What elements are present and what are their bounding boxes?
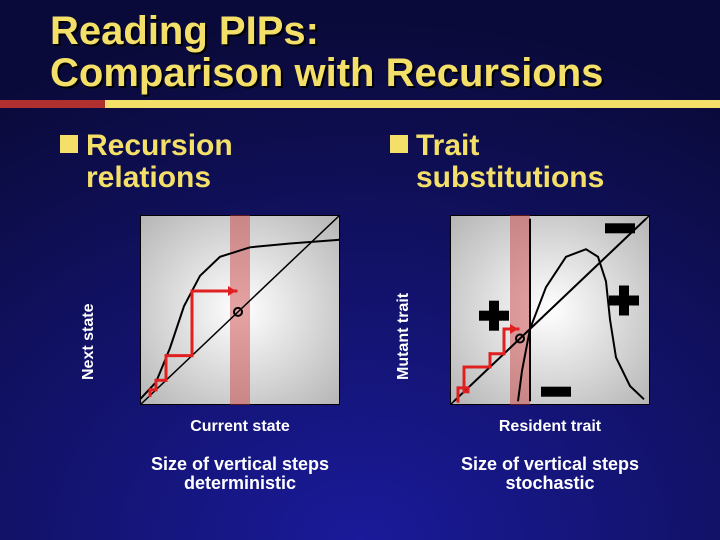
ylabel-right: Mutant trait [395,293,413,380]
accent-segment-1 [0,100,105,108]
bullet-right-line2: substitutions [416,161,604,194]
bullet-recursion: Recursion relations [60,130,233,193]
bullet-mark-icon [390,135,408,153]
caption-left-line2: deterministic [184,473,296,493]
bullet-trait: Trait substitutions [390,130,604,193]
bullet-left-line2: relations [86,161,211,194]
bullet-right-line1: Trait [416,129,479,162]
caption-left-line1: Size of vertical steps [151,454,329,474]
plot-left [140,215,340,405]
caption-right-line2: stochastic [505,473,594,493]
caption-left: Size of vertical steps deterministic [110,455,370,493]
accent-segment-2 [105,100,720,108]
bullet-mark-icon [60,135,78,153]
accent-bar [0,100,720,108]
caption-right-line1: Size of vertical steps [461,454,639,474]
slide-title: Reading PIPs:Comparison with Recursions [50,10,603,94]
panel-left [140,215,340,405]
title-line1: Reading PIPs:Comparison with Recursions [50,10,603,94]
xlabel-left: Current state [140,418,340,436]
xlabel-right: Resident trait [450,418,650,436]
panel-right [450,215,650,405]
plot-right [450,215,650,405]
ylabel-left: Next state [80,304,98,380]
caption-right: Size of vertical steps stochastic [420,455,680,493]
bullet-left-line1: Recursion [86,129,233,162]
